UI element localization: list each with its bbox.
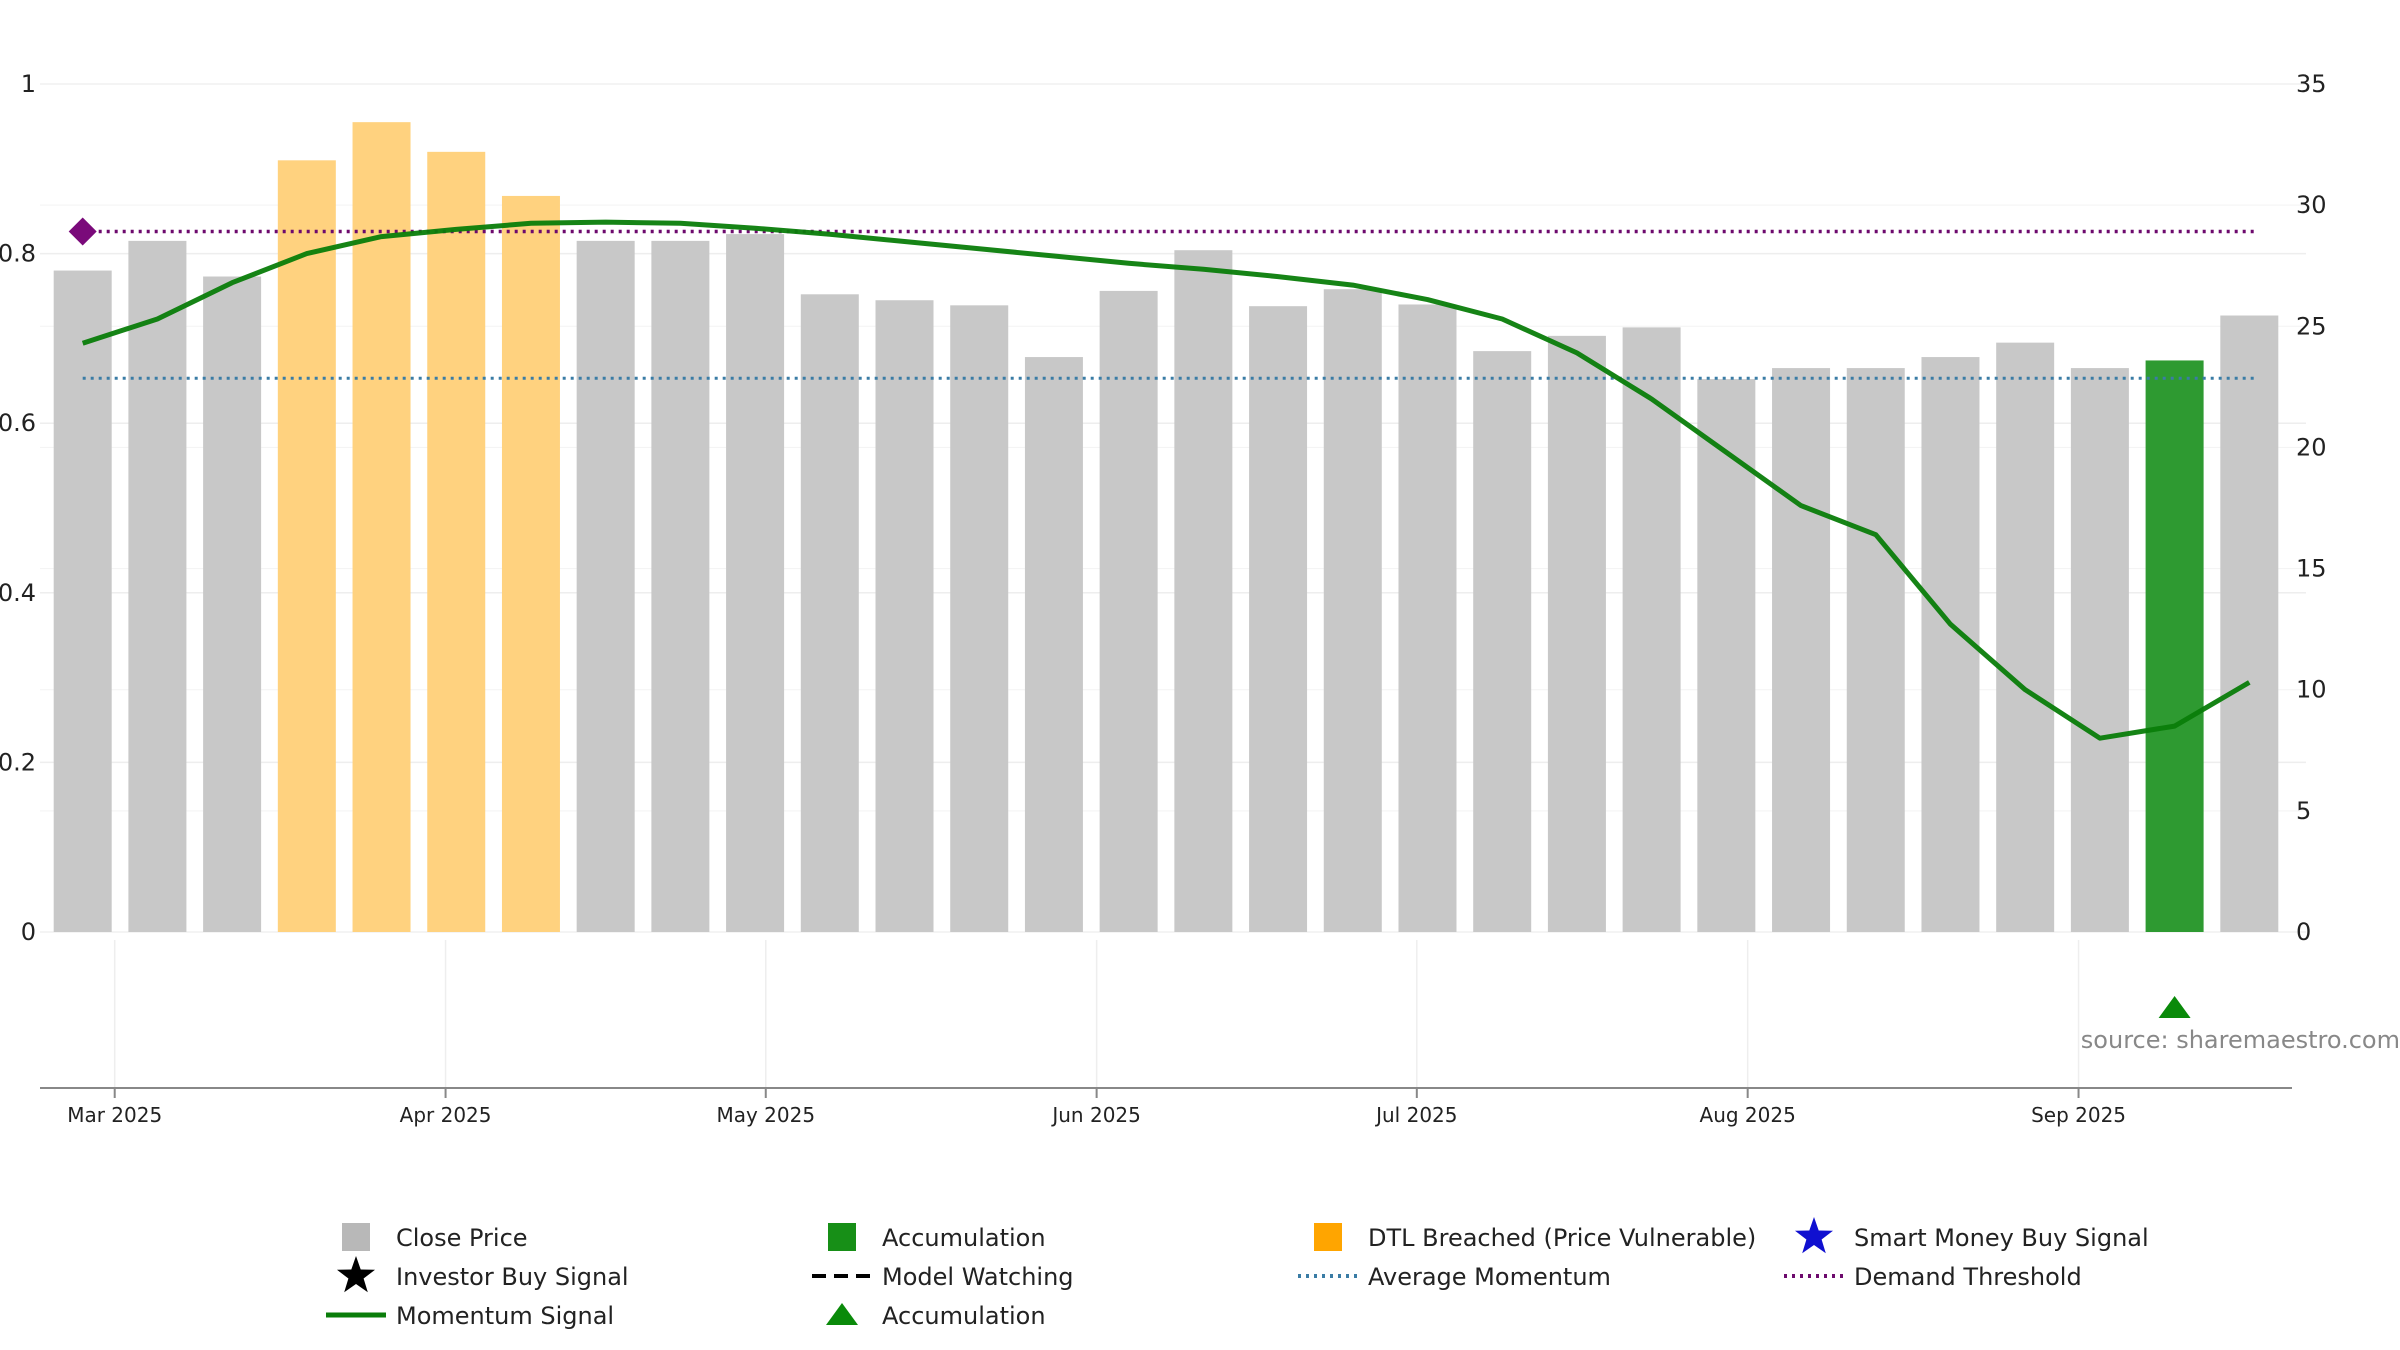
bar-close	[1547, 335, 1606, 933]
y-right-tick-label: 25	[2296, 312, 2327, 340]
bar-dtl	[277, 160, 336, 932]
y-left-tick-label: 0.4	[0, 579, 36, 607]
bar-close	[950, 305, 1009, 932]
bar-close	[875, 300, 934, 932]
bar-close	[1622, 327, 1681, 933]
bar-close	[1846, 368, 1905, 933]
legend-label: Investor Buy Signal	[396, 1263, 629, 1291]
legend-label: Accumulation	[882, 1224, 1046, 1252]
legend-item: Smart Money Buy Signal	[1795, 1217, 2149, 1254]
bar-close	[1473, 351, 1532, 932]
bar-close	[1772, 368, 1831, 933]
legend-label: Momentum Signal	[396, 1302, 614, 1330]
bar-close	[800, 294, 859, 933]
legend-label: Close Price	[396, 1224, 528, 1252]
bar-close	[1323, 289, 1382, 932]
bar-close	[1249, 306, 1308, 932]
bar-close	[128, 240, 187, 932]
bar-close	[1099, 290, 1158, 932]
bar-close	[1398, 304, 1457, 933]
legend-item: Accumulation	[828, 1223, 1046, 1252]
legend-item: Accumulation	[826, 1302, 1046, 1330]
y-right-tick-label: 0	[2296, 918, 2311, 946]
y-left-tick-label: 1	[21, 70, 36, 98]
bars-layer	[53, 122, 2279, 933]
x-tick-label: Apr 2025	[400, 1103, 492, 1127]
grid-layer	[40, 83, 2306, 1088]
legend-swatch-triangle	[826, 1303, 858, 1325]
momentum-signal-line	[81, 219, 2251, 741]
legend-item: DTL Breached (Price Vulnerable)	[1314, 1223, 1756, 1252]
bar-close	[1174, 250, 1233, 932]
x-tick-label: Aug 2025	[1700, 1103, 1796, 1127]
x-tick-label: Mar 2025	[67, 1103, 162, 1127]
source-label: source: sharemaestro.com	[2081, 1026, 2400, 1054]
legend-item: Momentum Signal	[326, 1302, 614, 1330]
legend: Close Price Accumulation DTL Breached (Pri…	[326, 1217, 2149, 1330]
bar-accumulation	[2145, 360, 2204, 932]
y-left-tick-label: 0.2	[0, 748, 36, 776]
legend-label: Average Momentum	[1368, 1263, 1611, 1291]
legend-item: Demand Threshold	[1784, 1263, 2082, 1291]
bar-close	[203, 276, 262, 933]
legend-swatch-square	[828, 1223, 856, 1251]
legend-label: Accumulation	[882, 1302, 1046, 1330]
legend-item: Close Price	[342, 1223, 528, 1252]
x-tick-label: Jun 2025	[1050, 1103, 1141, 1127]
bar-close	[2070, 368, 2129, 933]
markers-layer	[68, 217, 2191, 1018]
x-tick-label: May 2025	[716, 1103, 815, 1127]
y-right-tick-label: 5	[2296, 797, 2311, 825]
y-left-tick-label: 0.6	[0, 409, 36, 437]
legend-label: Demand Threshold	[1854, 1263, 2082, 1291]
bar-close	[1996, 342, 2055, 932]
bar-close	[53, 270, 112, 932]
legend-item: Model Watching	[812, 1263, 1074, 1291]
bar-close	[1697, 379, 1756, 932]
legend-swatch-star	[1795, 1217, 1833, 1254]
lines-layer	[81, 219, 2254, 741]
y-right-tick-label: 35	[2296, 70, 2327, 98]
bar-close	[651, 240, 710, 932]
accumulation-marker	[2158, 996, 2191, 1018]
legend-swatch-star	[337, 1256, 375, 1293]
bar-close	[726, 234, 785, 932]
x-tick-label: Jul 2025	[1374, 1103, 1457, 1127]
bar-close	[576, 240, 635, 932]
bar-dtl	[352, 122, 411, 932]
x-tick-label: Sep 2025	[2031, 1103, 2126, 1127]
legend-swatch-square	[1314, 1223, 1342, 1251]
y-left-tick-label: 0.8	[0, 240, 36, 268]
bar-close	[2220, 315, 2279, 932]
legend-label: Smart Money Buy Signal	[1854, 1224, 2149, 1252]
y-right-tick-label: 20	[2296, 433, 2327, 461]
bar-close	[1921, 357, 1980, 932]
legend-item: Average Momentum	[1298, 1263, 1611, 1291]
y-right-tick-label: 15	[2296, 555, 2327, 583]
legend-item: Investor Buy Signal	[337, 1256, 629, 1293]
y-right-tick-label: 10	[2296, 676, 2327, 704]
legend-swatch-square	[342, 1223, 370, 1251]
legend-label: DTL Breached (Price Vulnerable)	[1368, 1224, 1756, 1252]
demand-marker-diamond	[68, 217, 97, 246]
y-left-tick-label: 0	[21, 918, 36, 946]
bar-dtl	[427, 151, 486, 933]
legend-label: Model Watching	[882, 1263, 1074, 1291]
bar-close	[1024, 357, 1083, 932]
y-right-tick-label: 30	[2296, 191, 2327, 219]
bar-dtl	[501, 195, 560, 932]
